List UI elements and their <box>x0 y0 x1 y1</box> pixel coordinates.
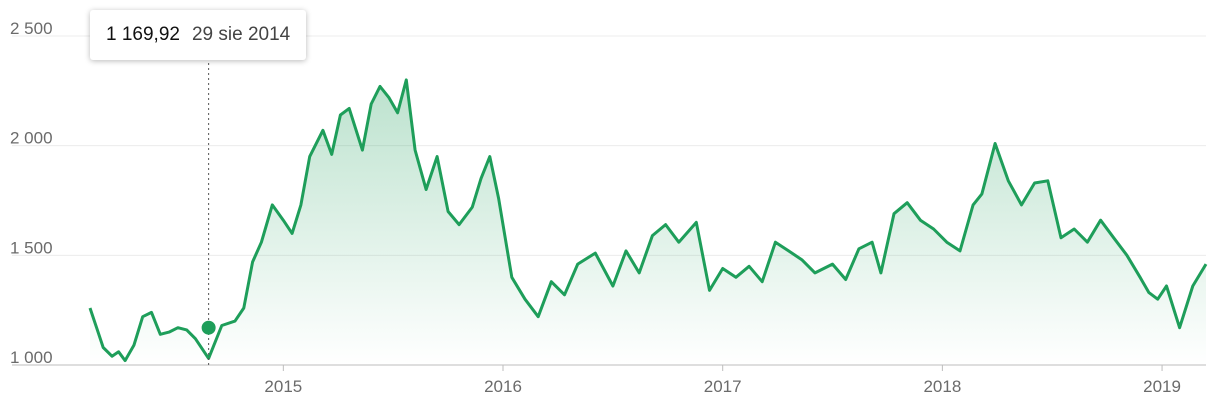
tooltip-date: 29 sie 2014 <box>191 24 291 45</box>
x-tick-label: 2019 <box>1143 377 1181 396</box>
x-tick-label: 2017 <box>704 377 742 396</box>
x-tick-label: 2016 <box>484 377 522 396</box>
x-tick-label: 2018 <box>923 377 961 396</box>
hover-marker <box>201 320 216 335</box>
y-tick-label: 2 000 <box>10 129 53 148</box>
series-line <box>88 78 1208 363</box>
y-tick-label: 2 500 <box>10 19 53 38</box>
area-fill <box>90 79 1206 366</box>
y-tick-label: 1 000 <box>10 348 53 367</box>
y-axis-labels: 1 000 1 500 2 000 2 500 <box>10 19 53 367</box>
x-axis-labels: 2015 2016 2017 2018 2019 <box>264 365 1181 396</box>
y-tick-label: 1 500 <box>10 238 53 257</box>
hover-tooltip: 1 169,92 29 sie 2014 <box>90 10 307 60</box>
x-tick-label: 2015 <box>264 377 302 396</box>
tooltip-value: 1 169,92 <box>106 24 180 45</box>
